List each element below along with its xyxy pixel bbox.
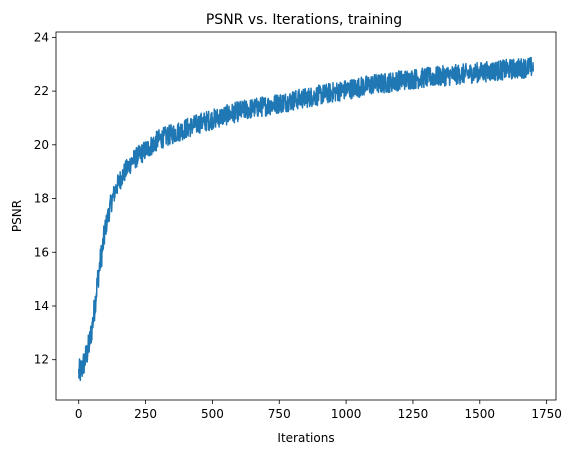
x-tick-label: 250 (134, 407, 157, 421)
x-tick-label: 1500 (465, 407, 496, 421)
plot-frame (55, 31, 557, 401)
chart-title: PSNR vs. Iterations, training (206, 12, 402, 28)
axis-ticks: 0 250 500 750 1000 1250 1500 1750 12 14 16 18 20 22 24 (34, 30, 562, 421)
y-tick-label: 22 (34, 84, 49, 98)
x-tick-label: 1250 (398, 407, 429, 421)
x-tick-label: 500 (201, 407, 224, 421)
y-tick-label: 12 (34, 353, 49, 367)
y-tick-label: 18 (34, 192, 49, 206)
x-tick-label: 1000 (331, 407, 362, 421)
x-tick-label: 0 (75, 407, 83, 421)
y-tick-label: 14 (34, 299, 49, 313)
psnr-series-line (77, 56, 535, 382)
x-tick-label: 1750 (531, 407, 562, 421)
x-tick-label: 750 (268, 407, 291, 421)
x-axis-title: Iterations (277, 431, 334, 445)
y-axis-title: PSNR (10, 200, 24, 232)
y-tick-label: 20 (34, 138, 49, 152)
y-tick-label: 24 (34, 30, 49, 44)
y-tick-label: 16 (34, 245, 49, 259)
